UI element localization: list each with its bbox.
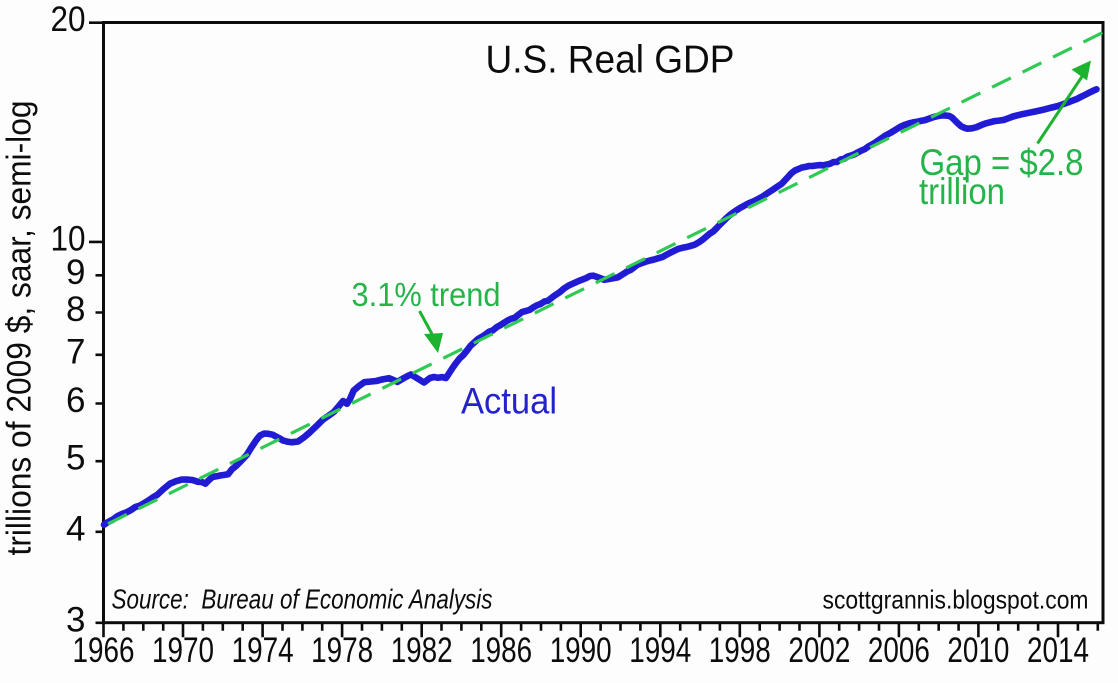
- svg-text:1990: 1990: [550, 631, 612, 670]
- svg-text:1986: 1986: [470, 631, 532, 670]
- svg-text:10: 10: [51, 219, 86, 258]
- svg-text:1994: 1994: [629, 631, 691, 670]
- svg-text:1982: 1982: [391, 631, 453, 670]
- svg-text:4: 4: [66, 509, 85, 548]
- svg-text:Gap = $2.8: Gap = $2.8: [920, 142, 1084, 183]
- svg-text:2010: 2010: [947, 631, 1009, 670]
- svg-text:1966: 1966: [73, 631, 135, 670]
- svg-text:1974: 1974: [232, 631, 294, 670]
- svg-text:6: 6: [66, 381, 85, 420]
- svg-text:2002: 2002: [788, 631, 850, 670]
- svg-text:7: 7: [66, 332, 85, 371]
- svg-text:2006: 2006: [868, 631, 930, 670]
- svg-text:1970: 1970: [152, 631, 214, 670]
- svg-text:9: 9: [66, 253, 85, 292]
- svg-text:trillions of 2009 $, saar, sem: trillions of 2009 $, saar, semi-log: [1, 101, 39, 556]
- svg-text:8: 8: [66, 290, 85, 329]
- svg-text:20: 20: [51, 0, 86, 39]
- svg-text:5: 5: [66, 439, 85, 478]
- svg-text:Source: Bureau of Economic An: Source: Bureau of Economic Analysis: [112, 584, 493, 615]
- svg-text:1978: 1978: [311, 631, 373, 670]
- svg-text:U.S. Real GDP: U.S. Real GDP: [486, 39, 735, 82]
- svg-text:scottgrannis.blogspot.com: scottgrannis.blogspot.com: [823, 585, 1089, 615]
- svg-text:3: 3: [66, 600, 85, 639]
- svg-text:2014: 2014: [1027, 631, 1089, 670]
- svg-text:3.1% trend: 3.1% trend: [352, 277, 501, 314]
- svg-text:1998: 1998: [709, 631, 771, 670]
- svg-text:trillion: trillion: [919, 171, 1005, 212]
- svg-text:Actual: Actual: [461, 381, 557, 422]
